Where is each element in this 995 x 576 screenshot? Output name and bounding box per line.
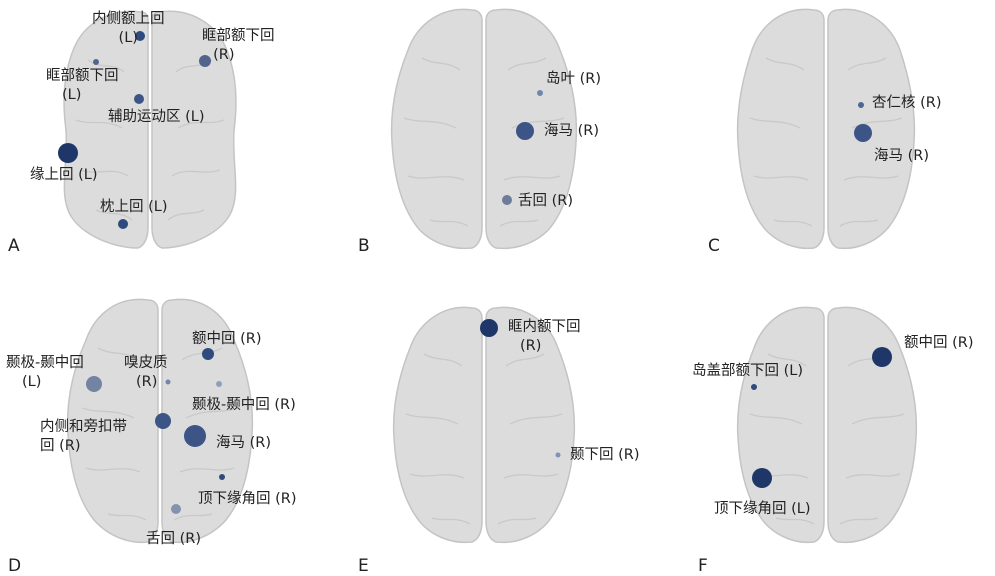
brain-d-image xyxy=(66,298,254,544)
panel-c: C 杏仁核 (R) 海马 (R) xyxy=(664,0,995,287)
node-inferior-temporal xyxy=(555,452,561,458)
panel-letter-d: D xyxy=(8,556,22,576)
node-hippocampus xyxy=(854,124,872,142)
label-cingulate: 内侧和旁扣带 回 (R) xyxy=(40,419,127,454)
brain-hemisphere-left xyxy=(63,10,149,249)
panel-e: E 眶内额下回 (R) 颞下回 (R) xyxy=(332,288,663,575)
brain-hemisphere-right xyxy=(485,306,576,544)
label-temporal-pole-middle-l: 颞极-颞中回 (L) xyxy=(6,355,84,390)
panel-letter-c: C xyxy=(708,236,720,256)
panel-letter-a: A xyxy=(8,236,20,256)
label-inferior-temporal: 颞下回 (R) xyxy=(570,447,640,463)
node-supramarginal xyxy=(58,143,78,163)
label-olfactory: 嗅皮质 (R) xyxy=(124,355,168,390)
node-orbital-medial-frontal xyxy=(480,319,498,337)
node-orbital-inferior-frontal-r xyxy=(199,55,211,67)
brain-hemisphere-left xyxy=(392,306,483,544)
label-middle-frontal: 额中回 (R) xyxy=(904,335,974,351)
panel-letter-f: F xyxy=(698,556,708,576)
label-lingual: 舌回 (R) xyxy=(146,531,201,547)
node-olfactory xyxy=(165,379,171,385)
node-opercular-inferior-frontal xyxy=(751,384,757,390)
label-opercular-inferior-frontal: 岛盖部额下回 (L) xyxy=(692,363,804,379)
label-middle-frontal: 额中回 (R) xyxy=(192,331,262,347)
node-amygdala xyxy=(858,102,864,108)
brain-hemisphere-left xyxy=(390,8,483,250)
node-insula xyxy=(537,90,543,96)
panel-b: B 岛叶 (R) 海马 (R) 舌回 (R) xyxy=(332,0,663,287)
label-orbital-inferior-frontal-r: 眶部额下回 (R) xyxy=(202,28,275,63)
brain-f-image xyxy=(736,306,918,544)
brain-hemisphere-right xyxy=(161,298,254,544)
node-angular xyxy=(219,474,225,480)
brain-hemisphere-left xyxy=(66,298,159,544)
node-supplementary-motor xyxy=(134,94,144,104)
label-lingual: 舌回 (R) xyxy=(518,193,573,209)
brain-hemisphere-right xyxy=(827,306,918,544)
node-middle-frontal xyxy=(202,348,214,360)
panel-f: F 额中回 (R) 岛盖部额下回 (L) 顶下缘角回 (L) xyxy=(664,288,995,575)
panel-a: A 内侧额上回 (L) 眶部额下回 (R) 眶部额下回 (L) 辅助运动区 (L… xyxy=(0,0,331,287)
label-supplementary-motor: 辅助运动区 (L) xyxy=(108,109,205,125)
brain-a-image xyxy=(58,10,237,249)
label-amygdala: 杏仁核 (R) xyxy=(872,95,942,111)
node-cingulate xyxy=(155,413,171,429)
label-orbital-inferior-frontal-l: 眶部额下回 (L) xyxy=(46,68,119,103)
node-hippocampus xyxy=(184,425,206,447)
label-supramarginal: 缘上回 (L) xyxy=(30,167,98,183)
brain-b-image xyxy=(390,8,578,250)
brain-hemisphere-right xyxy=(827,8,916,250)
node-superior-occipital xyxy=(118,219,128,229)
panel-letter-e: E xyxy=(358,556,369,576)
label-insula: 岛叶 (R) xyxy=(546,71,601,87)
node-lingual xyxy=(502,195,512,205)
node-medial-superior-frontal xyxy=(135,31,145,41)
label-angular: 顶下缘角回 (L) xyxy=(714,501,811,517)
brain-c-image xyxy=(736,8,916,250)
node-temporal-pole-middle-l xyxy=(86,376,102,392)
label-hippocampus: 海马 (R) xyxy=(216,435,271,451)
node-angular xyxy=(752,468,772,488)
node-orbital-inferior-frontal-l xyxy=(93,59,99,65)
node-middle-frontal xyxy=(872,347,892,367)
label-superior-occipital: 枕上回 (L) xyxy=(100,199,168,215)
label-hippocampus: 海马 (R) xyxy=(544,123,599,139)
label-angular: 顶下缘角回 (R) xyxy=(198,491,297,507)
label-orbital-medial-frontal: 眶内额下回 (R) xyxy=(508,319,581,354)
label-hippocampus: 海马 (R) xyxy=(874,148,929,164)
label-temporal-pole-middle-r: 颞极-颞中回 (R) xyxy=(192,397,296,413)
label-medial-superior-frontal: 内侧额上回 (L) xyxy=(92,11,165,46)
brain-hemisphere-right xyxy=(151,10,237,249)
node-lingual xyxy=(171,504,181,514)
brain-hemisphere-left xyxy=(736,8,825,250)
panel-letter-b: B xyxy=(358,236,370,256)
brain-e-image xyxy=(392,306,576,544)
node-temporal-pole-middle-r xyxy=(216,381,222,387)
panel-d: D 额中回 (R) 颞极-颞中回 (L) 嗅皮质 (R) 颞极-颞中回 (R) … xyxy=(0,288,331,575)
node-hippocampus xyxy=(516,122,534,140)
